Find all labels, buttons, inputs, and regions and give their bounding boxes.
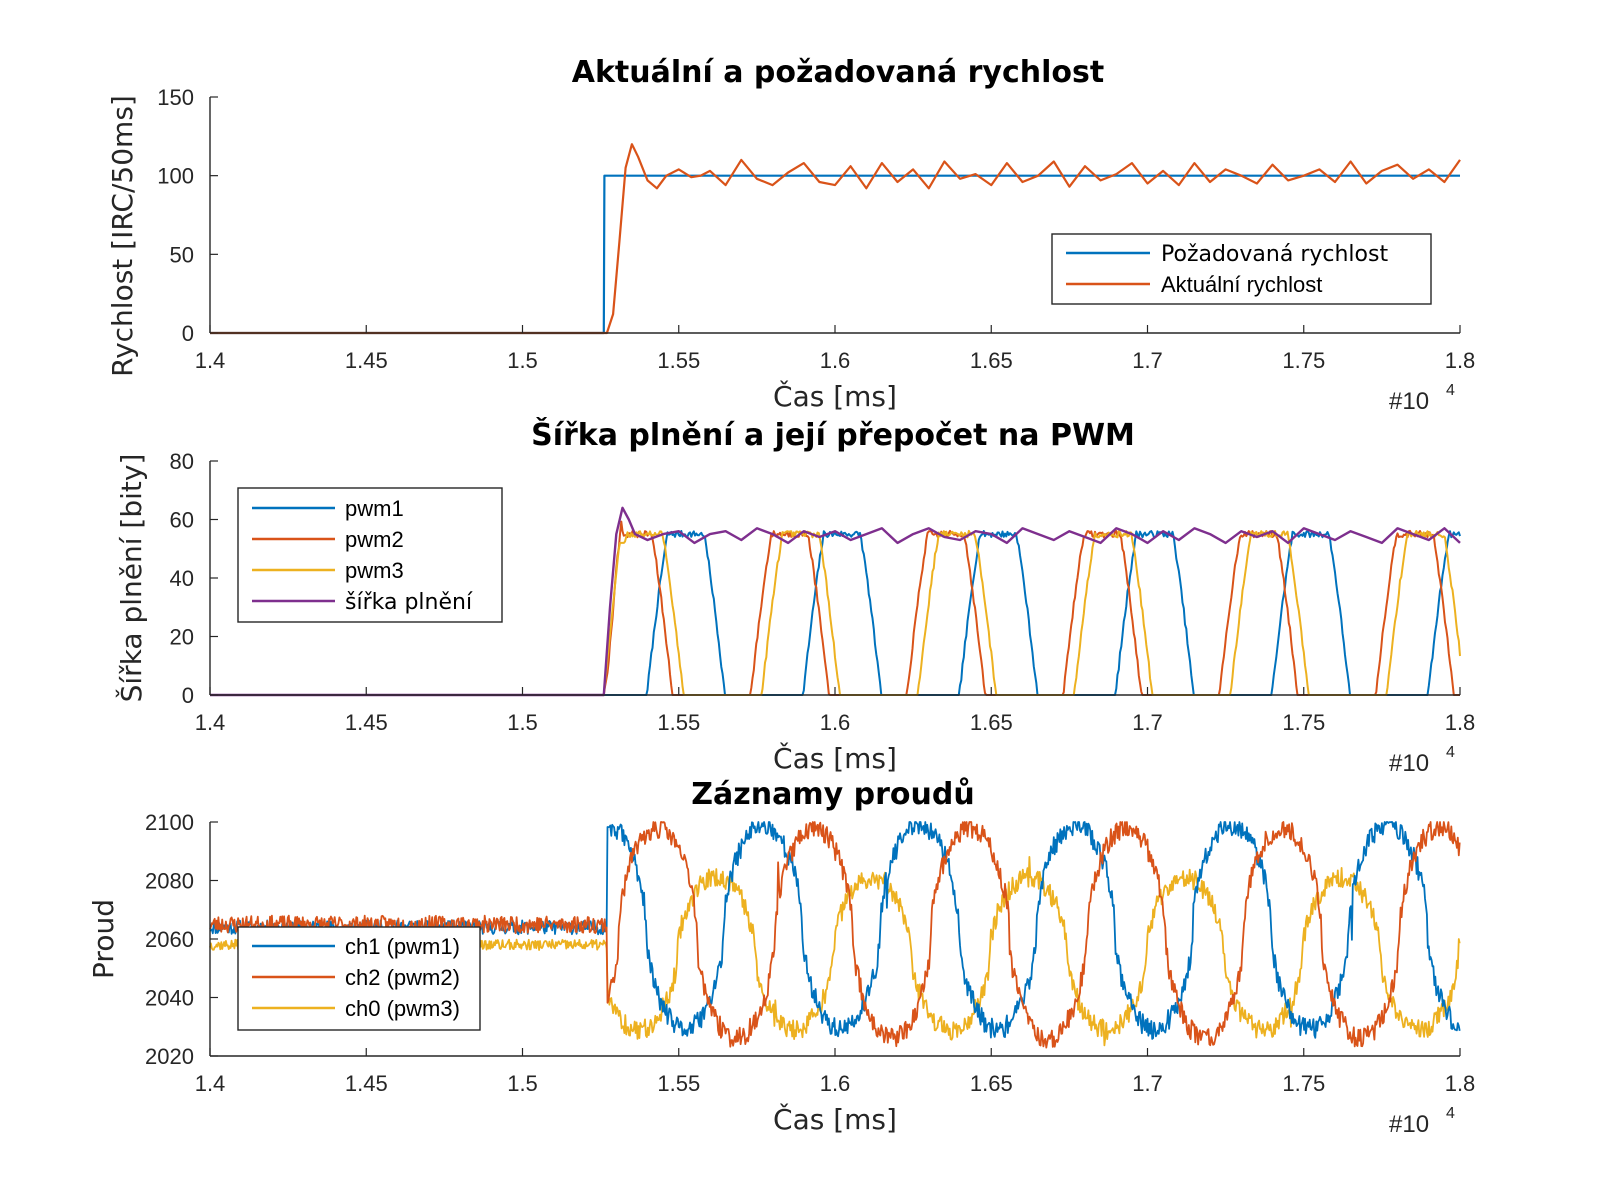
chart-currents-x-ticks: 1.4 1.45 1.5 1.55 1.6 1.65 1.7 1.75 1.8 — [195, 1071, 1476, 1096]
chart-duty-x-ticks: 1.4 1.45 1.5 1.55 1.6 1.65 1.7 1.75 1.8 — [195, 710, 1476, 735]
legend-box — [1051, 233, 1432, 305]
x-tick-label: 1.6 — [820, 348, 851, 373]
x-tick-label: 1.4 — [195, 710, 226, 735]
y-tick-label: 2080 — [145, 869, 194, 894]
y-tick-label: 0 — [182, 321, 194, 346]
x-tick-label: 1.7 — [1132, 348, 1163, 373]
x-tick-label: 1.75 — [1282, 710, 1325, 735]
chart-currents-x-exponent-label: #10 — [1389, 1111, 1429, 1138]
chart-speed-x-exponent-label: #10 — [1389, 388, 1429, 415]
chart-duty-x-exponent-label: #10 — [1389, 750, 1429, 777]
x-tick-label: 1.7 — [1132, 710, 1163, 735]
x-tick-label: 1.4 — [195, 1071, 226, 1096]
chart-duty-x-exponent: 4 — [1446, 744, 1455, 761]
x-tick-label: 1.55 — [657, 1071, 700, 1096]
x-tick-label: 1.7 — [1132, 1071, 1163, 1096]
x-tick-label: 1.8 — [1445, 348, 1476, 373]
chart-speed-y-ticks: 0 50 100 150 — [157, 85, 194, 346]
x-tick-label: 1.65 — [970, 348, 1013, 373]
y-tick-label: 80 — [170, 449, 194, 474]
x-tick-label: 1.45 — [345, 1071, 388, 1096]
legend-entry: ch0 (pwm3) — [345, 996, 460, 1021]
x-tick-label: 1.45 — [345, 348, 388, 373]
legend-entry: ch2 (pwm2) — [345, 965, 460, 990]
x-tick-label: 1.8 — [1445, 1071, 1476, 1096]
y-tick-label: 2060 — [145, 927, 194, 952]
y-tick-label: 50 — [170, 242, 194, 267]
chart-currents-x-exponent: 4 — [1446, 1105, 1455, 1122]
x-tick-label: 1.65 — [970, 1071, 1013, 1096]
chart-currents-legend: ch1 (pwm1) ch2 (pwm2) ch0 (pwm3) — [237, 926, 481, 1031]
y-tick-label: 20 — [170, 625, 194, 650]
legend-entry: pwm2 — [345, 527, 404, 552]
y-tick-label: 2020 — [145, 1044, 194, 1069]
chart-duty-legend: pwm1 pwm2 pwm3 šířka plnění — [237, 487, 503, 623]
y-tick-label: 150 — [157, 85, 194, 110]
x-tick-label: 1.6 — [820, 710, 851, 735]
chart-speed-title: Aktuální a požadovaná rychlost — [572, 55, 1104, 90]
x-tick-label: 1.5 — [507, 710, 538, 735]
x-tick-label: 1.75 — [1282, 348, 1325, 373]
legend-entry: Aktuální rychlost — [1161, 272, 1322, 297]
legend-box — [237, 926, 481, 1031]
chart-currents-y-label: Proud — [87, 899, 120, 979]
chart-speed-x-exponent: 4 — [1446, 382, 1455, 399]
chart-speed-y-label: Rychlost [IRC/50ms] — [106, 95, 139, 377]
x-tick-label: 1.6 — [820, 1071, 851, 1096]
legend-entry: ch1 (pwm1) — [345, 934, 460, 959]
y-tick-label: 2100 — [145, 810, 194, 835]
series-line-sirka-plneni — [210, 506, 1461, 697]
chart-currents-y-ticks: 2020 2040 2060 2080 2100 — [145, 810, 194, 1069]
chart-currents: Záznamy proudů 1.4 1.45 1.5 1.55 1.6 1.6… — [87, 776, 1475, 1138]
chart-duty: Šířka plnění a její přepočet na PWM 1.4 … — [114, 416, 1475, 777]
chart-speed-legend: Požadovaná rychlost Aktuální rychlost — [1051, 233, 1432, 305]
y-tick-label: 100 — [157, 164, 194, 189]
x-tick-label: 1.55 — [657, 710, 700, 735]
x-tick-label: 1.4 — [195, 348, 226, 373]
x-tick-label: 1.75 — [1282, 1071, 1325, 1096]
x-tick-label: 1.55 — [657, 348, 700, 373]
chart-duty-y-label: Šířka plnění [bity] — [114, 454, 148, 703]
x-tick-label: 1.5 — [507, 1071, 538, 1096]
chart-duty-title: Šířka plnění a její přepočet na PWM — [531, 416, 1135, 453]
legend-entry: Požadovaná rychlost — [1161, 242, 1388, 267]
legend-entry: pwm3 — [345, 558, 404, 583]
chart-duty-x-label: Čas [ms] — [773, 741, 897, 775]
legend-box — [237, 487, 503, 623]
chart-currents-title: Záznamy proudů — [691, 776, 974, 812]
legend-entry: šířka plnění — [345, 590, 473, 615]
x-tick-label: 1.8 — [1445, 710, 1476, 735]
y-tick-label: 40 — [170, 566, 194, 591]
y-tick-label: 0 — [182, 683, 194, 708]
chart-speed-x-label: Čas [ms] — [773, 379, 897, 413]
x-tick-label: 1.5 — [507, 348, 538, 373]
chart-speed: Aktuální a požadovaná rychlost 1.4 1.45 … — [106, 55, 1475, 415]
series-line-aktualni-rychlost — [210, 143, 1461, 335]
y-tick-label: 2040 — [145, 986, 194, 1011]
y-tick-label: 60 — [170, 508, 194, 533]
legend-entry: pwm1 — [345, 496, 404, 521]
chart-currents-x-label: Čas [ms] — [773, 1102, 897, 1136]
x-tick-label: 1.65 — [970, 710, 1013, 735]
chart-duty-y-ticks: 0 20 40 60 80 — [170, 449, 194, 708]
chart-speed-x-ticks: 1.4 1.45 1.5 1.55 1.6 1.65 1.7 1.75 1.8 — [195, 348, 1476, 373]
x-tick-label: 1.45 — [345, 710, 388, 735]
